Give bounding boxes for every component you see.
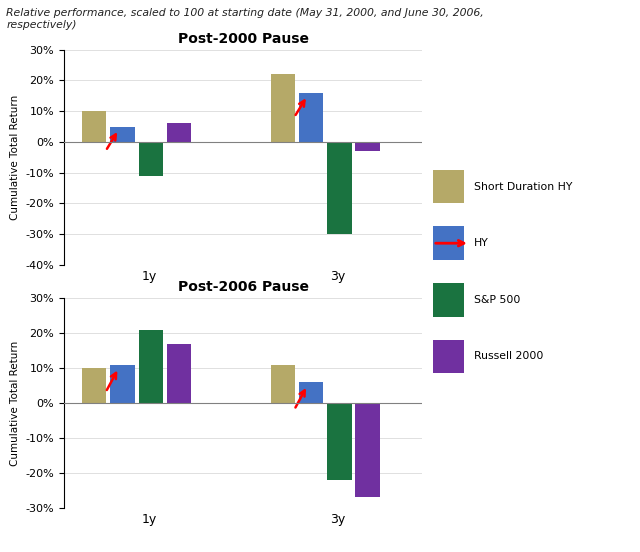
Bar	[138, 330, 163, 403]
Bar	[271, 75, 295, 142]
Bar	[327, 403, 351, 480]
Bar	[355, 142, 380, 151]
FancyBboxPatch shape	[433, 170, 463, 203]
Bar	[110, 126, 135, 142]
Bar	[82, 368, 106, 403]
Bar	[327, 142, 351, 234]
Text: S&P 500: S&P 500	[474, 295, 520, 305]
Bar	[82, 111, 106, 142]
Text: Russell 2000: Russell 2000	[474, 352, 543, 362]
Bar	[299, 93, 323, 142]
Bar	[355, 403, 380, 497]
Bar	[110, 364, 135, 403]
Bar	[138, 142, 163, 176]
Y-axis label: Cumulative Total Return: Cumulative Total Return	[10, 341, 20, 465]
Bar	[167, 343, 191, 403]
FancyBboxPatch shape	[433, 226, 463, 260]
Y-axis label: Cumulative Total Return: Cumulative Total Return	[10, 95, 20, 220]
Text: Short Duration HY: Short Duration HY	[474, 182, 572, 192]
Text: HY: HY	[474, 238, 488, 248]
Bar	[271, 364, 295, 403]
FancyBboxPatch shape	[433, 283, 463, 317]
Text: Relative performance, scaled to 100 at starting date (May 31, 2000, and June 30,: Relative performance, scaled to 100 at s…	[6, 8, 484, 30]
Title: Post-2006 Pause: Post-2006 Pause	[178, 280, 308, 294]
Bar	[167, 124, 191, 142]
Bar	[299, 382, 323, 403]
FancyBboxPatch shape	[433, 339, 463, 373]
Title: Post-2000 Pause: Post-2000 Pause	[178, 31, 308, 46]
